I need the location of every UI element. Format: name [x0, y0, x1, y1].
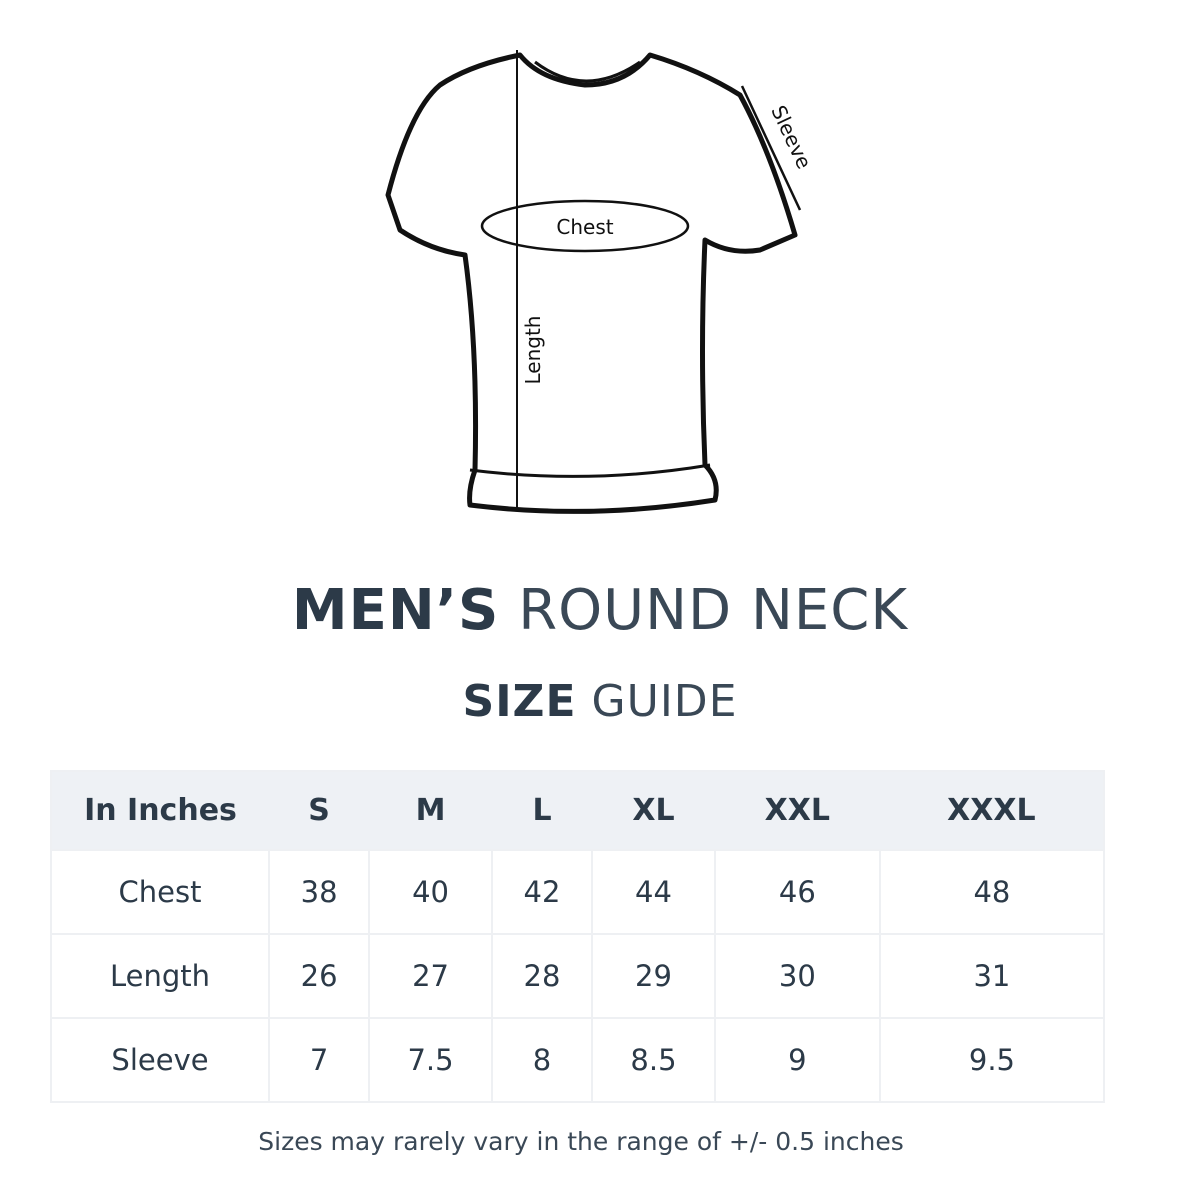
table-row: Sleeve 7 7.5 8 8.5 9 9.5 [50, 1017, 1106, 1103]
size-table: In Inches S M L XL XXL XXXL Chest 38 40 … [50, 770, 1106, 1103]
row-label: Sleeve [50, 1017, 270, 1103]
row-label: Length [50, 933, 270, 1019]
cell: 46 [713, 849, 881, 935]
cell: 40 [368, 849, 493, 935]
cell: 30 [713, 933, 881, 1019]
table-row: Length 26 27 28 29 30 31 [50, 933, 1106, 1019]
cell: 42 [490, 849, 594, 935]
cell: 28 [490, 933, 594, 1019]
cell: 9 [713, 1017, 881, 1103]
cell: 9.5 [878, 1017, 1106, 1103]
cell: 8.5 [591, 1017, 716, 1103]
page-subtitle: SIZE GUIDE [0, 676, 1200, 727]
header-row: In Inches S M L XL XXL XXXL [51, 771, 1104, 850]
cell: 48 [878, 849, 1106, 935]
header-cell: In Inches [51, 771, 269, 850]
subtitle-light: GUIDE [591, 676, 738, 727]
tshirt-diagram: Chest Length Sleeve [385, 50, 816, 514]
header-cell: XL [592, 771, 715, 850]
size-note: Sizes may rarely vary in the range of +/… [258, 1127, 904, 1156]
title-bold: MEN’S [291, 578, 500, 643]
shirt-outline [385, 52, 798, 514]
sleeve-label: Sleeve [766, 102, 816, 173]
header-cell: XXL [714, 771, 880, 850]
cell: 29 [591, 933, 716, 1019]
header-cell: L [491, 771, 593, 850]
cell: 8 [490, 1017, 594, 1103]
cell: 7.5 [368, 1017, 493, 1103]
cell: 7 [267, 1017, 371, 1103]
table-row: Chest 38 40 42 44 46 48 [50, 849, 1106, 935]
header-cell: XXXL [879, 771, 1104, 850]
subtitle-bold: SIZE [462, 676, 577, 727]
page-title: MEN’S ROUND NECK [0, 578, 1200, 643]
length-label: Length [521, 316, 545, 385]
row-label: Chest [50, 849, 270, 935]
header-cell: M [369, 771, 492, 850]
header-cell: S [269, 771, 370, 850]
title-light: ROUND NECK [518, 578, 909, 643]
cell: 26 [267, 933, 371, 1019]
cell: 44 [591, 849, 716, 935]
cell: 38 [267, 849, 371, 935]
chest-label: Chest [556, 215, 613, 239]
cell: 31 [878, 933, 1106, 1019]
cell: 27 [368, 933, 493, 1019]
